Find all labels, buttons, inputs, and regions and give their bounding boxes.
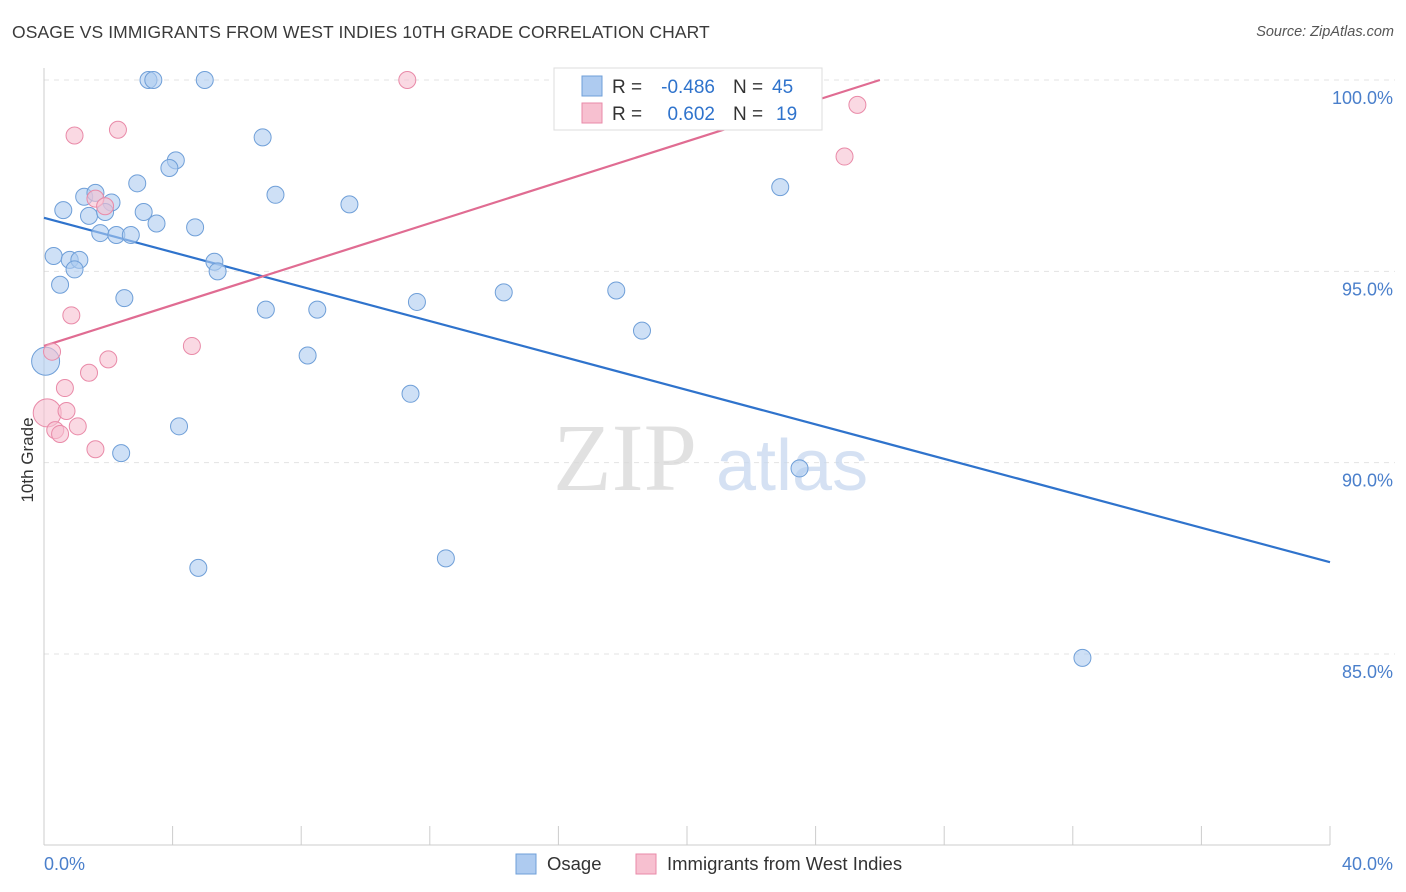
series-legend-swatch-osage (515, 853, 537, 875)
x-tick-label-max: 40.0% (1342, 854, 1393, 874)
stats-legend-r-label-wi: R = (612, 104, 642, 125)
osage-point (121, 225, 140, 244)
stats-legend-swatch-osage (581, 75, 603, 97)
osage-point (607, 281, 626, 300)
stats-legend-r-label-osage: R = (612, 77, 642, 98)
stats-legend-r-value-osage: -0.486 (661, 77, 715, 98)
west-indies-point (182, 336, 201, 355)
osage-point (401, 384, 420, 403)
osage-trend-line (43, 216, 1331, 564)
west-indies-point (43, 342, 62, 361)
osage-point (65, 260, 84, 279)
west-indies-point (57, 402, 76, 421)
osage-point (407, 292, 426, 311)
osage-point (1073, 648, 1092, 667)
osage-point (147, 214, 166, 233)
west-indies-point (398, 71, 417, 89)
osage-point (494, 283, 513, 302)
osage-point (170, 417, 189, 436)
west-indies-point (99, 350, 118, 369)
osage-point (771, 178, 790, 197)
series-legend-label-wi: Immigrants from West Indies (667, 853, 902, 874)
west-indies-point (108, 120, 127, 139)
west-indies-point (65, 126, 84, 145)
osage-point (44, 247, 63, 266)
chart-source: Source: ZipAtlas.com (1256, 24, 1394, 40)
osage-point (80, 206, 99, 225)
osage-point (298, 346, 317, 365)
y-tick-label: 100.0% (1332, 88, 1393, 108)
osage-point (144, 71, 163, 89)
osage-point (115, 289, 134, 308)
watermark-zip: ZIP (553, 404, 697, 511)
osage-point (160, 159, 179, 178)
stats-legend-n-value-osage: 45 (772, 77, 793, 98)
y-axis-label: 10th Grade (18, 417, 37, 502)
y-tick-label: 95.0% (1342, 279, 1393, 299)
series-legend-label-osage: Osage (547, 853, 602, 874)
west-indies-point (835, 147, 854, 166)
stats-legend-n-value-wi: 19 (776, 104, 797, 125)
osage-point (790, 459, 809, 478)
stats-legend: R = -0.486 N = 45 R = 0.602 N = 19 (553, 67, 823, 131)
west-indies-point (55, 379, 74, 398)
stats-legend-n-label-wi: N = (733, 104, 763, 125)
y-tick-label: 90.0% (1342, 471, 1393, 491)
west-indies-point (848, 95, 867, 114)
osage-point (340, 195, 359, 214)
west-indies-point (68, 417, 87, 436)
west-indies-point (62, 306, 81, 325)
stats-legend-r-value-wi: 0.602 (667, 104, 715, 125)
watermark: ZIP atlas (553, 404, 868, 511)
grid-layer: 85.0% 90.0% 95.0% 100.0% (44, 79, 1395, 682)
osage-point (266, 185, 285, 204)
west-indies-point (86, 440, 105, 459)
x-tick-label-min: 0.0% (44, 854, 85, 874)
osage-point (256, 300, 275, 319)
osage-point (112, 444, 131, 463)
osage-point (128, 174, 147, 193)
osage-point (308, 300, 327, 319)
osage-point (91, 224, 110, 243)
osage-point (186, 218, 205, 237)
points-layer (31, 71, 1092, 667)
osage-point (208, 262, 227, 281)
y-tick-label: 85.0% (1342, 662, 1393, 682)
axis-layer: 10th Grade 0.0% 40.0% (18, 68, 1393, 874)
osage-point (632, 321, 651, 340)
osage-point (189, 558, 208, 577)
chart-title: OSAGE VS IMMIGRANTS FROM WEST INDIES 10T… (12, 22, 710, 42)
osage-point (54, 201, 73, 220)
stats-legend-n-label-osage: N = (733, 77, 763, 98)
osage-point (195, 71, 214, 89)
osage-point (436, 549, 455, 568)
osage-point (253, 128, 272, 147)
west-indies-point (51, 424, 70, 443)
west-indies-point (96, 197, 115, 216)
series-legend: Osage Immigrants from West Indies (515, 853, 902, 875)
osage-point (51, 275, 70, 294)
series-legend-swatch-wi (635, 853, 657, 875)
west-indies-point (80, 363, 99, 382)
stats-legend-swatch-wi (581, 102, 603, 124)
osage-point (134, 203, 153, 222)
